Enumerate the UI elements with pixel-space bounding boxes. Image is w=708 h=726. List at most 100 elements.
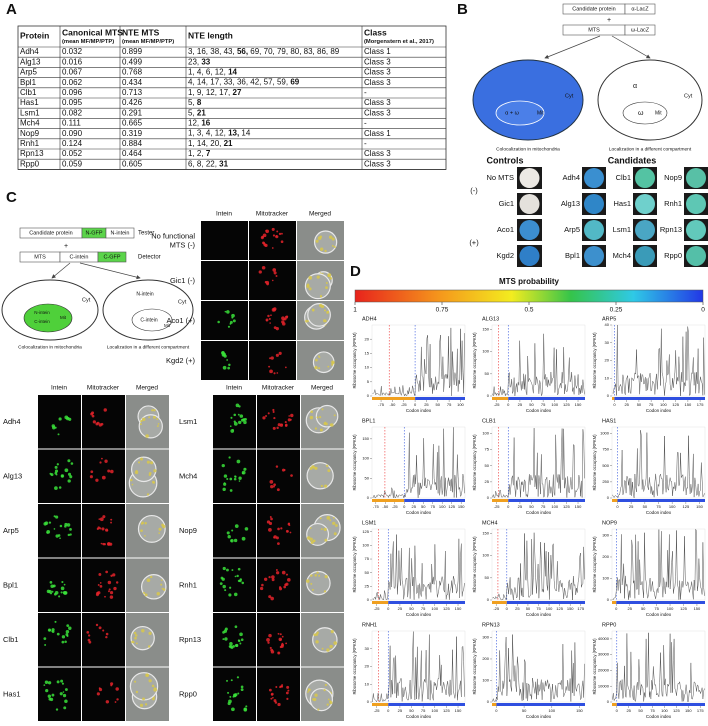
cell-outline <box>306 570 331 596</box>
signal <box>139 423 142 426</box>
x-tick-label: 125 <box>443 606 450 611</box>
x-tick-label: 0 <box>495 708 498 713</box>
signal <box>270 650 275 654</box>
signal <box>98 573 102 576</box>
length-item: 5, <box>188 98 197 107</box>
y-tick-label: 0 <box>487 699 490 704</box>
label: MTS probability <box>499 277 560 286</box>
signal <box>150 461 154 465</box>
signal <box>320 247 324 251</box>
micrograph <box>257 449 300 503</box>
label: Localization in a different compartment <box>107 344 190 350</box>
profile-trace <box>372 427 465 499</box>
x-tick-label: 175 <box>697 402 704 407</box>
signal <box>275 327 279 331</box>
signal <box>285 573 289 576</box>
profile-trace <box>492 333 585 397</box>
label: N-intein <box>136 291 153 297</box>
row-label: Adh4 <box>3 417 21 426</box>
x-tick-label: 150 <box>575 504 582 509</box>
signal <box>306 283 310 287</box>
table-cell: 3, 16, 38, 43, 56, 69, 70, 79, 80, 83, 8… <box>188 47 340 56</box>
mts-strip <box>492 397 509 400</box>
x-tick-label: -25 <box>374 708 381 713</box>
signal <box>285 642 288 645</box>
signal <box>135 469 138 472</box>
table-cell: Class 3 <box>364 98 391 107</box>
signal <box>140 529 143 533</box>
signal <box>221 350 225 355</box>
x-tick-label: 100 <box>431 606 438 611</box>
x-tick-label: 25 <box>624 402 629 407</box>
signal <box>97 584 100 586</box>
signal <box>227 691 230 694</box>
signal <box>157 422 160 425</box>
table-cell: 0.319 <box>122 129 143 138</box>
table-header: Class <box>364 27 387 37</box>
colony <box>519 168 540 188</box>
signal <box>238 405 241 408</box>
length-item: 8 <box>197 98 202 107</box>
signal <box>52 426 56 430</box>
micrograph <box>213 613 256 667</box>
signal <box>43 637 47 641</box>
x-tick-label: 125 <box>443 708 450 713</box>
x-axis-label: Codon index <box>526 510 552 515</box>
signal <box>102 542 105 546</box>
signal <box>267 641 270 644</box>
signal <box>278 637 283 642</box>
signal <box>329 519 332 522</box>
signal <box>223 354 227 358</box>
length-item: 59, <box>277 78 290 87</box>
signal <box>234 693 238 697</box>
signal <box>277 702 281 707</box>
micrograph <box>249 221 296 260</box>
signal <box>323 319 327 323</box>
signal <box>266 520 271 524</box>
signal <box>239 632 243 637</box>
signal <box>318 367 321 370</box>
signal <box>58 486 62 489</box>
signal <box>273 699 277 703</box>
x-axis-label: Codon index <box>406 612 432 617</box>
y-tick-label: 750 <box>602 447 609 452</box>
x-tick-label: 75 <box>447 402 452 407</box>
signal <box>110 469 114 474</box>
length-item: 1, <box>188 149 197 158</box>
signal <box>48 589 52 594</box>
x-tick-label: 100 <box>551 402 558 407</box>
signal <box>265 229 270 234</box>
signal <box>231 569 234 572</box>
cell-outline <box>306 462 334 490</box>
x-tick-label: 150 <box>455 606 462 611</box>
signal <box>224 637 228 641</box>
signal <box>269 480 274 484</box>
table-cell: Arp5 <box>20 68 37 77</box>
signal <box>286 685 290 689</box>
table-cell: 5, 8 <box>188 98 202 107</box>
column-header: Mitotracker <box>87 385 120 392</box>
x-tick-label: 150 <box>455 708 462 713</box>
x-tick-label: 25 <box>412 504 417 509</box>
signal <box>238 639 241 643</box>
signal <box>270 314 272 317</box>
plot-title: HAS1 <box>602 418 616 424</box>
signal <box>115 687 119 691</box>
x-tick-label: 25 <box>398 606 403 611</box>
signal <box>144 593 148 597</box>
plot-title: ALG13 <box>482 316 499 322</box>
table-cell: 1, 14, 20, 21 <box>188 139 233 148</box>
label: Tester <box>138 231 154 237</box>
signal <box>238 480 241 482</box>
signal <box>288 415 291 417</box>
x-tick-label: 100 <box>457 402 464 407</box>
signal <box>44 680 49 684</box>
signal <box>268 528 272 532</box>
micrograph <box>257 558 300 612</box>
signal <box>229 489 233 492</box>
signal <box>315 239 319 243</box>
signal <box>64 525 67 528</box>
length-item: 4, <box>188 78 197 87</box>
signal <box>156 418 159 421</box>
length-item: 57, <box>264 78 277 87</box>
